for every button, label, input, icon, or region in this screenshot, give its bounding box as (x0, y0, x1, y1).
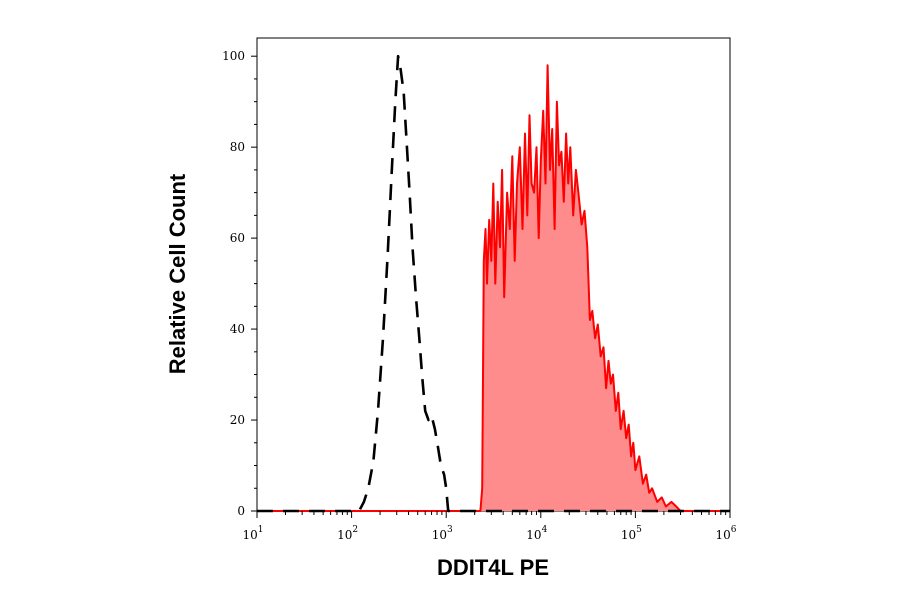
y-tick-label: 100 (222, 49, 245, 63)
x-tick-exponent: 4 (542, 525, 548, 535)
x-axis-title: DDIT4L PE (437, 555, 549, 580)
x-tick-base: 10 (621, 528, 636, 542)
x-tick-exponent: 5 (636, 525, 642, 535)
x-tick-label: 102 (337, 525, 358, 542)
x-tick-exponent: 1 (258, 525, 264, 535)
series-layer (257, 54, 730, 513)
x-tick-base: 10 (242, 528, 257, 542)
x-tick-base: 10 (526, 528, 541, 542)
x-tick-base: 10 (337, 528, 352, 542)
x-tick-base: 10 (432, 528, 447, 542)
series-line-0 (257, 54, 730, 513)
y-axis-title: Relative Cell Count (165, 173, 190, 374)
x-tick-label: 101 (242, 525, 263, 542)
y-axis: 0 20 40 60 80 100 (222, 49, 257, 518)
x-tick-label: 106 (715, 525, 736, 542)
x-tick-base: 10 (715, 528, 730, 542)
x-tick-exponent: 2 (352, 525, 358, 535)
x-tick-label: 103 (432, 525, 453, 542)
y-tick-label: 0 (237, 504, 245, 518)
series-fill-1 (257, 65, 730, 512)
x-axis: 101 102 103 104 105 106 (242, 511, 737, 542)
x-tick-label: 104 (526, 525, 547, 542)
series-line-1 (257, 64, 730, 512)
y-tick-label: 80 (230, 140, 245, 154)
y-tick-label: 40 (230, 322, 245, 336)
x-tick-exponent: 6 (731, 525, 737, 535)
x-tick-exponent: 3 (447, 525, 453, 535)
y-tick-label: 20 (230, 413, 245, 427)
y-tick-label: 60 (230, 231, 245, 245)
x-tick-label: 105 (621, 525, 642, 542)
